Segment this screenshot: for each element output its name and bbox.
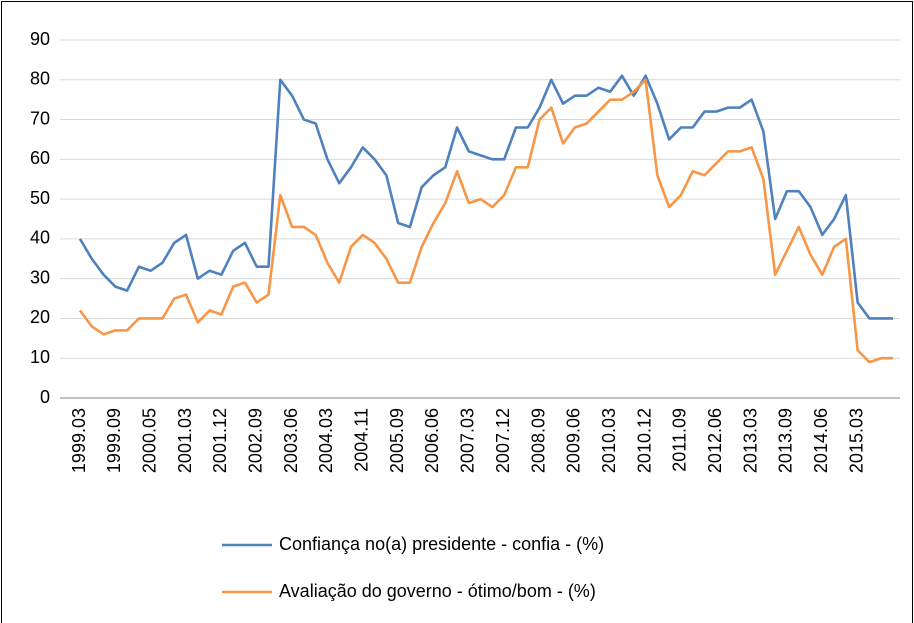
x-tick-label: 2013.03 xyxy=(740,408,760,473)
y-tick-label: 40 xyxy=(30,228,50,248)
legend-label: Avaliação do governo - ótimo/bom - (%) xyxy=(279,581,596,601)
y-tick-label: 10 xyxy=(30,347,50,367)
x-tick-label: 2002.09 xyxy=(245,408,265,473)
x-tick-label: 2004.11 xyxy=(352,408,372,472)
y-tick-label: 70 xyxy=(30,108,50,128)
legend-label: Confiança no(a) presidente - confia - (%… xyxy=(279,534,604,554)
x-tick-label: 2013.09 xyxy=(776,408,796,473)
x-tick-label: 2015.03 xyxy=(846,408,866,473)
x-tick-label: 2008.09 xyxy=(528,408,548,473)
line-series xyxy=(78,74,893,320)
y-tick-label: 60 xyxy=(30,148,50,168)
x-tick-label: 2007.03 xyxy=(458,408,478,473)
x-tick-label: 2009.06 xyxy=(564,408,584,473)
x-tick-label: 1999.09 xyxy=(104,408,124,473)
x-tick-label: 2010.03 xyxy=(599,408,619,473)
x-tick-label: 2001.12 xyxy=(210,408,230,473)
x-tick-label: 2011.09 xyxy=(670,408,690,472)
x-tick-label: 2001.03 xyxy=(175,408,195,473)
x-tick-label: 2014.06 xyxy=(811,408,831,473)
y-tick-label: 30 xyxy=(30,267,50,287)
x-tick-label: 2007.12 xyxy=(493,408,513,473)
x-tick-label: 2000.05 xyxy=(139,408,159,473)
x-tick-label: 2005.09 xyxy=(387,408,407,473)
x-tick-label: 2003.06 xyxy=(281,408,301,473)
y-tick-label: 0 xyxy=(40,387,50,407)
y-tick-label: 50 xyxy=(30,188,50,208)
x-tick-label: 2006.06 xyxy=(422,408,442,473)
x-tick-label: 2004.03 xyxy=(316,408,336,473)
y-tick-label: 20 xyxy=(30,307,50,327)
y-tick-label: 90 xyxy=(30,29,50,49)
y-tick-label: 80 xyxy=(30,69,50,89)
x-tick-label: 2010.12 xyxy=(634,408,654,473)
line-series xyxy=(78,78,893,364)
x-tick-label: 1999.03 xyxy=(69,408,89,473)
x-tick-label: 2012.06 xyxy=(705,408,725,473)
